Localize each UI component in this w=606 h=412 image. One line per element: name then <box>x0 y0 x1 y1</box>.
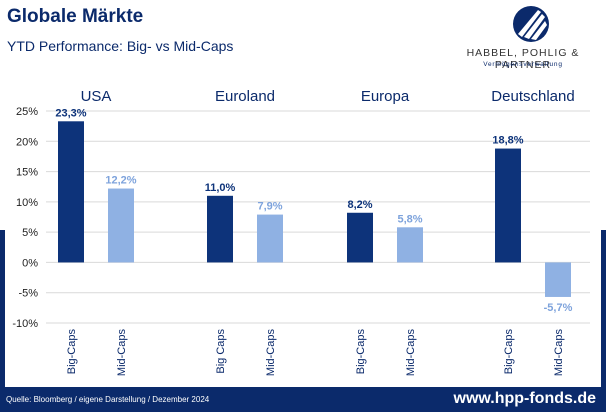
y-tick-label: -5% <box>18 288 38 300</box>
footer-bar: Quelle: Bloomberg / eigene Darstellung /… <box>0 387 606 412</box>
group-label: USA <box>81 88 112 105</box>
data-label: 12,2% <box>105 175 136 187</box>
logo-company-name: HABBEL, POHLIG & PARTNER <box>466 47 580 71</box>
y-tick-label: -10% <box>12 318 38 330</box>
group-label: Euroland <box>215 88 275 105</box>
y-tick-label: 25% <box>16 106 38 118</box>
mid-caps-bar <box>545 262 571 297</box>
chart-subtitle: YTD Performance: Big- vs Mid-Caps <box>7 38 234 54</box>
company-logo: HABBEL, POHLIG & PARTNER Vermögensverwal… <box>440 4 606 71</box>
category-label: Mid-Caps <box>553 329 565 377</box>
logo-tagline: Vermögensverwaltung <box>483 61 563 68</box>
data-label: 11,0% <box>205 182 236 194</box>
data-label: 7,9% <box>257 201 282 213</box>
category-label: Big-Caps <box>355 329 367 375</box>
data-label: 8,2% <box>347 199 372 211</box>
category-label: Big-Caps <box>503 329 515 375</box>
footer-source: Quelle: Bloomberg / eigene Darstellung /… <box>6 395 210 404</box>
category-label: Mid-Caps <box>405 329 417 377</box>
bar-chart: 25% 20% 15% 10% 5% 0% -5% -10% USA 23,3% Big-Caps 1… <box>12 88 590 377</box>
mid-caps-bar <box>397 227 423 263</box>
group-label: Europa <box>361 88 410 105</box>
mid-caps-bar <box>108 188 134 263</box>
data-label: 23,3% <box>55 107 86 119</box>
y-tick-label: 20% <box>16 136 38 148</box>
right-accent-stripe <box>601 230 606 390</box>
mid-caps-bar <box>257 214 283 263</box>
category-label: Mid-Caps <box>265 329 277 377</box>
data-label: -5,7% <box>544 302 573 314</box>
y-tick-label: 10% <box>16 197 38 209</box>
data-label: 18,8% <box>492 135 523 147</box>
category-label: Big-Caps <box>66 329 78 375</box>
footer-url[interactable]: www.hpp-fonds.de <box>453 390 597 407</box>
chart-title: Globale Märkte <box>7 6 144 27</box>
y-tick-label: 15% <box>16 167 38 179</box>
big-caps-bar <box>347 212 373 263</box>
y-tick-label: 0% <box>22 257 38 269</box>
big-caps-bar <box>207 195 233 263</box>
big-caps-bar <box>58 121 84 263</box>
y-tick-label: 5% <box>22 227 38 239</box>
data-label: 5,8% <box>397 213 422 225</box>
category-label: Mid-Caps <box>116 329 128 377</box>
hpp-logo-icon <box>513 6 549 42</box>
group-label: Deutschland <box>491 88 574 105</box>
category-label: Big Caps <box>215 329 227 374</box>
big-caps-bar <box>495 148 521 263</box>
left-accent-stripe <box>0 230 5 390</box>
